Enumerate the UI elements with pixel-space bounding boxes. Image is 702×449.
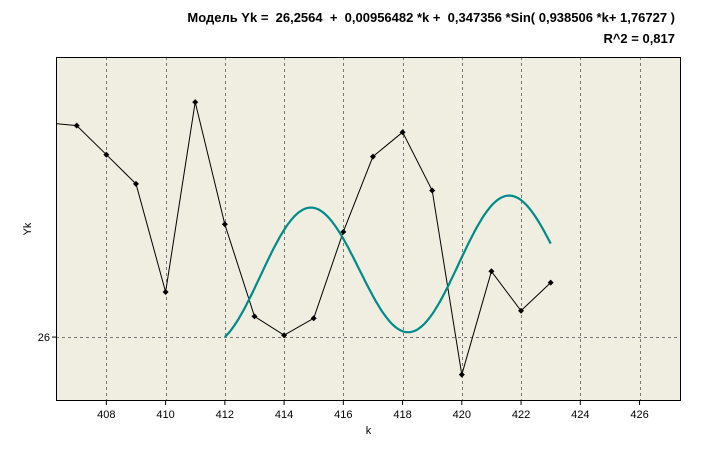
observed-point-419 xyxy=(429,187,436,194)
observed-point-412 xyxy=(221,221,228,228)
y-tick-label-26: 26 xyxy=(38,332,50,344)
plot-area xyxy=(56,57,681,401)
model-curve xyxy=(224,194,552,338)
x-tick-label-412: 412 xyxy=(216,409,234,421)
observed-point-423 xyxy=(547,279,554,286)
chart-title-r-squared: R^2 = 0,817 xyxy=(603,31,675,46)
chart-title-model-equation: Модель Yk = 26,2564 + 0,00956482 *k + 0,… xyxy=(187,10,675,25)
model-series xyxy=(224,194,552,338)
x-tick-label-410: 410 xyxy=(156,409,174,421)
x-tick-label-424: 424 xyxy=(571,409,589,421)
observed-point-410 xyxy=(162,288,169,295)
observed-point-422 xyxy=(518,307,525,314)
observed-line xyxy=(56,101,552,375)
y-axis-ticks: 26 xyxy=(38,332,56,344)
observed-point-416 xyxy=(340,228,347,235)
y-axis-label: Yk xyxy=(22,222,34,235)
x-tick-label-418: 418 xyxy=(393,409,411,421)
observed-point-409 xyxy=(132,180,139,187)
plot-frame xyxy=(56,57,681,401)
x-tick-label-408: 408 xyxy=(97,409,115,421)
observed-point-415 xyxy=(310,315,317,322)
observed-series xyxy=(44,99,554,378)
x-tick-label-416: 416 xyxy=(334,409,352,421)
observed-point-421 xyxy=(488,268,495,275)
observed-point-406 xyxy=(44,120,50,126)
observed-point-407 xyxy=(73,122,80,129)
x-tick-label-420: 420 xyxy=(453,409,471,421)
observed-point-408 xyxy=(103,151,110,158)
x-axis-ticks: 408 410 412 414 416 418 420 422 424 426 xyxy=(97,401,649,421)
x-tick-label-414: 414 xyxy=(275,409,293,421)
x-axis-label: k xyxy=(366,425,372,437)
observed-point-411 xyxy=(192,99,199,106)
observed-point-420 xyxy=(458,371,465,378)
observed-point-417 xyxy=(369,153,376,160)
x-tick-label-426: 426 xyxy=(630,409,648,421)
observed-point-413 xyxy=(251,313,258,320)
x-tick-label-422: 422 xyxy=(512,409,530,421)
observed-point-414 xyxy=(281,332,288,339)
observed-point-418 xyxy=(399,129,406,136)
grid-lines xyxy=(56,57,681,401)
